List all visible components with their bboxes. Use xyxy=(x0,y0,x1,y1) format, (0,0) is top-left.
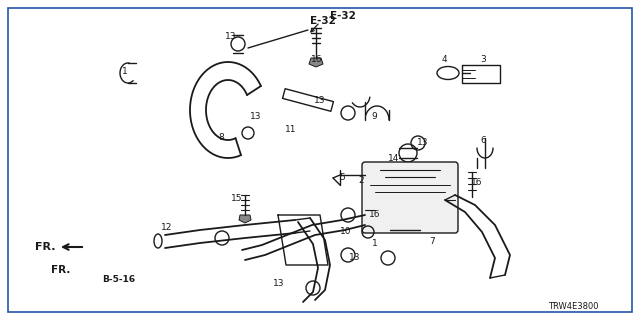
Text: 12: 12 xyxy=(161,223,172,232)
Text: TRW4E3800: TRW4E3800 xyxy=(548,302,598,311)
Text: 14: 14 xyxy=(388,154,399,163)
Text: 13: 13 xyxy=(314,96,326,105)
Text: 1: 1 xyxy=(372,239,377,248)
Text: 15: 15 xyxy=(231,194,243,203)
Text: E-32: E-32 xyxy=(310,16,336,26)
Text: 13: 13 xyxy=(273,279,284,288)
Text: 8: 8 xyxy=(218,133,223,142)
Text: FR.: FR. xyxy=(51,265,70,276)
Text: 13: 13 xyxy=(417,138,428,147)
Text: FR.: FR. xyxy=(35,242,55,252)
Text: B-5-16: B-5-16 xyxy=(102,276,135,284)
Text: 5: 5 xyxy=(340,173,345,182)
Text: 13: 13 xyxy=(250,112,262,121)
Text: 9: 9 xyxy=(372,112,377,121)
Text: 7: 7 xyxy=(429,237,435,246)
Text: 16: 16 xyxy=(369,210,380,219)
Text: 16: 16 xyxy=(471,178,483,187)
FancyBboxPatch shape xyxy=(362,162,458,233)
Text: 1: 1 xyxy=(122,68,127,76)
Polygon shape xyxy=(239,215,251,223)
Polygon shape xyxy=(309,58,323,67)
Text: 3: 3 xyxy=(481,55,486,64)
Text: 2: 2 xyxy=(359,176,364,185)
Text: 6: 6 xyxy=(481,136,486,145)
Text: 13: 13 xyxy=(225,32,236,41)
Text: 13: 13 xyxy=(349,253,361,262)
Text: E-32: E-32 xyxy=(330,11,356,21)
Text: 4: 4 xyxy=(442,55,447,64)
Text: 16: 16 xyxy=(311,55,323,64)
Text: 11: 11 xyxy=(285,125,297,134)
Text: 10: 10 xyxy=(340,228,351,236)
